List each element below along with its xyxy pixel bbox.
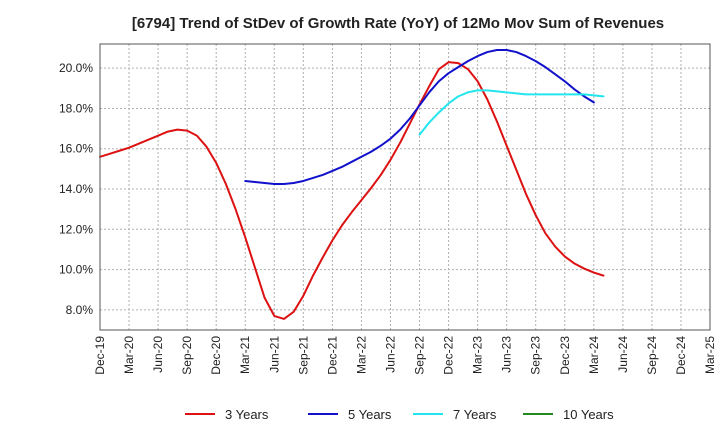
y-tick-label: 16.0% [59, 142, 93, 156]
x-tick-label: Jun-23 [500, 336, 514, 373]
y-tick-label: 14.0% [59, 182, 93, 196]
x-tick-label: Mar-25 [703, 336, 717, 374]
y-tick-label: 12.0% [59, 222, 93, 236]
x-tick-label: Dec-21 [325, 336, 339, 375]
series-line-3-years [99, 61, 605, 320]
y-tick-label: 10.0% [59, 263, 93, 277]
plot-frame [99, 43, 711, 331]
x-tick-label: Dec-20 [209, 336, 223, 375]
grid [99, 44, 711, 330]
x-tick-label: Sep-21 [296, 336, 310, 375]
series-line-7-years [418, 89, 605, 136]
x-tick-label: Mar-23 [471, 336, 485, 374]
x-tick-label: Jun-20 [151, 336, 165, 373]
x-axis: Dec-19 Mar-20 Jun-20 Sep-20 Dec-20 Mar-21 Jun-… [93, 336, 717, 375]
x-tick-label: Jun-21 [267, 336, 281, 373]
x-tick-label: Dec-23 [558, 336, 572, 375]
legend: 3 Years 5 Years 7 Years 10 Years [185, 407, 614, 422]
x-tick-label: Dec-22 [442, 336, 456, 375]
chart-title: [6794] Trend of StDev of Growth Rate (Yo… [132, 15, 664, 32]
x-tick-label: Mar-24 [587, 336, 601, 374]
legend-label: 7 Years [453, 407, 497, 422]
x-tick-label: Jun-22 [383, 336, 397, 373]
x-tick-label: Sep-22 [413, 336, 427, 375]
legend-label: 3 Years [225, 407, 269, 422]
x-tick-label: Jun-24 [616, 336, 630, 373]
x-tick-label: Dec-19 [93, 336, 107, 375]
y-tick-label: 18.0% [59, 101, 93, 115]
x-tick-label: Mar-21 [238, 336, 252, 374]
series-lines [99, 49, 605, 320]
legend-label: 10 Years [563, 407, 614, 422]
y-tick-label: 8.0% [66, 303, 94, 317]
x-tick-label: Sep-24 [645, 336, 659, 375]
y-tick-label: 20.0% [59, 61, 93, 75]
x-tick-label: Mar-22 [354, 336, 368, 374]
x-tick-label: Dec-24 [674, 336, 688, 375]
y-axis: 8.0% 10.0% 12.0% 14.0% 16.0% 18.0% 20.0% [59, 61, 93, 317]
series-line-5-years [244, 49, 595, 185]
legend-label: 5 Years [348, 407, 392, 422]
x-tick-label: Sep-20 [180, 336, 194, 375]
x-tick-label: Sep-23 [529, 336, 543, 375]
x-tick-label: Mar-20 [122, 336, 136, 374]
